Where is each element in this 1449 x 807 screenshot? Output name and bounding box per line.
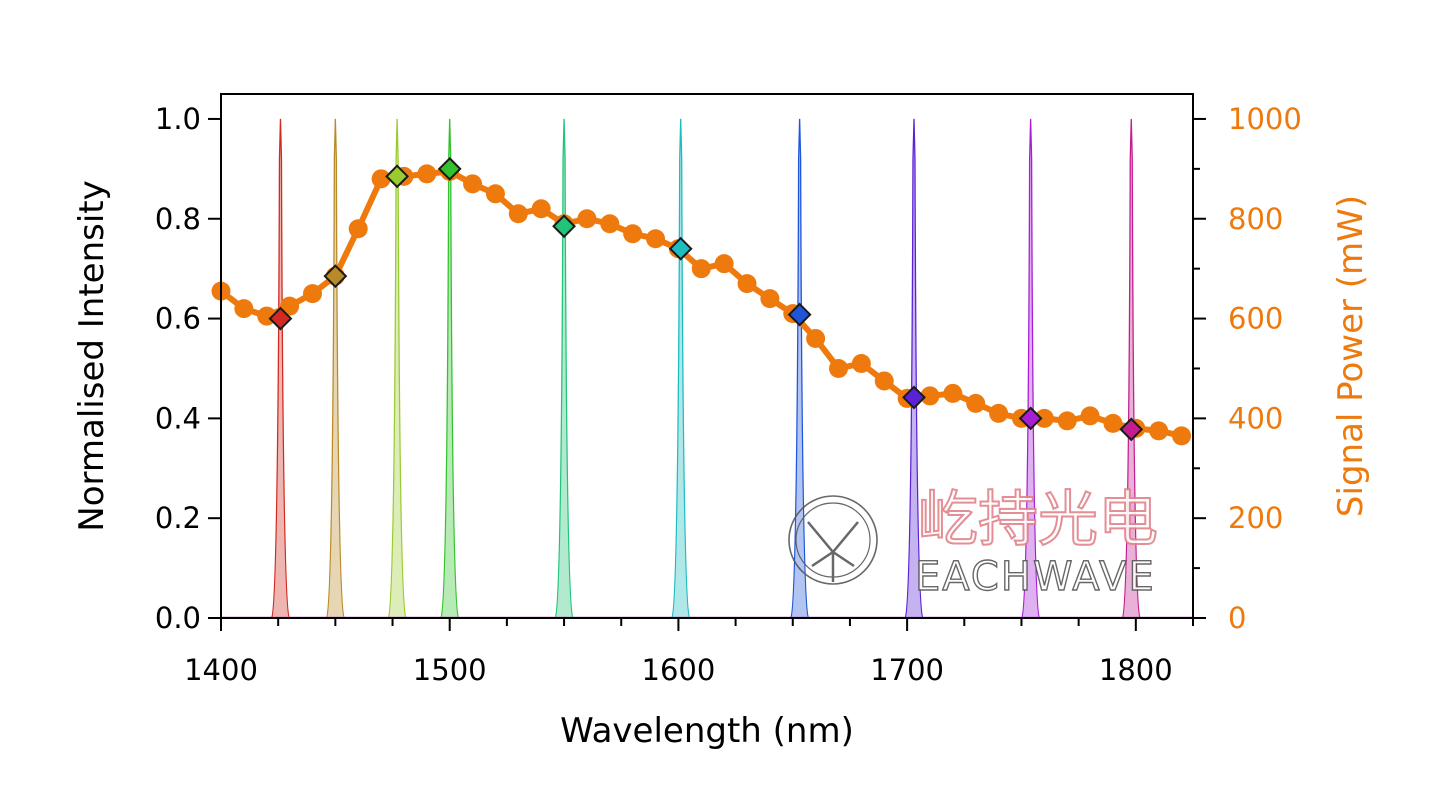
- axis-ticks: [208, 117, 1206, 631]
- signal-power-point: [966, 393, 986, 413]
- peak-marker-6: [668, 236, 693, 261]
- spectral-peak-9: [1020, 118, 1042, 619]
- spectral-peak-4: [439, 118, 461, 619]
- y-left-tick-label: 0.6: [155, 302, 201, 336]
- peak-marker-7: [787, 302, 812, 327]
- signal-power-point: [348, 219, 368, 239]
- spectral-peak-8: [903, 118, 925, 619]
- y-axis-left-label: Normalised Intensity: [72, 180, 112, 531]
- y-left-tick-label: 0.2: [155, 501, 201, 535]
- peak-power-markers: [268, 156, 1144, 442]
- signal-power-point: [989, 403, 1009, 423]
- spectral-peak-1: [269, 118, 292, 619]
- peak-marker-9: [1018, 406, 1043, 431]
- x-tick-label: 1500: [413, 653, 487, 687]
- signal-power-point: [1080, 406, 1100, 426]
- signal-power-point: [531, 199, 551, 219]
- y-right-tick-label: 1000: [1228, 102, 1302, 136]
- signal-power-point: [234, 299, 254, 319]
- y-left-tick-label: 1.0: [155, 102, 201, 136]
- signal-power-point: [806, 329, 826, 349]
- signal-power-point: [646, 229, 666, 249]
- signal-power-point: [829, 358, 849, 378]
- peak-marker-8: [902, 385, 926, 410]
- x-tick-label: 1400: [184, 653, 258, 687]
- signal-power-point: [485, 184, 505, 204]
- signal-power-point: [760, 289, 780, 309]
- spectral-peak-5: [553, 118, 575, 619]
- peak-marker-4: [437, 156, 462, 181]
- peak-marker-5: [552, 214, 576, 239]
- x-tick-label: 1600: [642, 653, 716, 687]
- signal-power-point: [417, 164, 437, 184]
- signal-power-point: [691, 259, 711, 279]
- y-right-tick-label: 200: [1228, 501, 1283, 535]
- peak-marker-1: [268, 306, 293, 331]
- signal-power-line: [219, 168, 1183, 439]
- signal-power-point: [737, 274, 757, 294]
- tick-labels: 1400 1500 1600 1700 1800 0.0 0.2 0.4 0.6 0.8 1.0 0 2…: [155, 102, 1302, 687]
- signal-power-point: [302, 284, 322, 304]
- watermark-text-en: EACHWAVE: [915, 554, 1156, 600]
- y-left-tick-label: 0.4: [155, 401, 201, 435]
- x-axis-label: Wavelength (nm): [560, 711, 854, 751]
- x-tick-label: 1800: [1099, 653, 1173, 687]
- watermark-text-cn: 屹持光电: [918, 485, 1158, 555]
- signal-power-point: [714, 254, 734, 274]
- signal-power-point: [874, 371, 894, 391]
- y-right-tick-label: 400: [1228, 401, 1283, 435]
- watermark-logo: 屹持光电 EACHWAVE: [788, 484, 1159, 601]
- spectral-peak-10: [1120, 118, 1142, 619]
- x-tick-label: 1700: [870, 653, 944, 687]
- signal-power-point: [1057, 411, 1077, 431]
- spectral-peak-2: [324, 118, 346, 619]
- signal-power-point: [371, 169, 391, 189]
- spectral-peak-3: [386, 118, 408, 619]
- signal-power-point: [943, 383, 963, 403]
- signal-power-point: [280, 296, 300, 316]
- y-left-tick-label: 0.8: [155, 202, 201, 236]
- spectral-peak-7: [789, 118, 811, 619]
- signal-power-point: [463, 174, 483, 194]
- signal-power-series: [211, 161, 1192, 446]
- peak-marker-10: [1119, 417, 1144, 442]
- signal-power-point: [1149, 421, 1169, 441]
- signal-power-point: [851, 353, 871, 373]
- signal-power-point: [1172, 426, 1192, 446]
- signal-power-point: [920, 386, 940, 406]
- y-right-tick-label: 0: [1228, 601, 1246, 635]
- y-axis-right-label: Signal Power (mW): [1331, 195, 1371, 517]
- signal-power-point: [1034, 408, 1054, 428]
- signal-power-point: [600, 214, 620, 234]
- signal-power-point: [577, 209, 597, 229]
- y-left-tick-label: 0.0: [155, 601, 201, 635]
- peak-marker-2: [323, 264, 348, 289]
- y-right-tick-label: 600: [1228, 302, 1283, 336]
- y-right-tick-label: 800: [1228, 202, 1283, 236]
- signal-power-point: [623, 224, 643, 244]
- spectral-peak-6: [670, 118, 692, 619]
- signal-power-point: [508, 204, 528, 224]
- peak-marker-3: [385, 164, 410, 189]
- plot-frame: [220, 93, 1194, 619]
- signal-power-point: [1103, 413, 1123, 433]
